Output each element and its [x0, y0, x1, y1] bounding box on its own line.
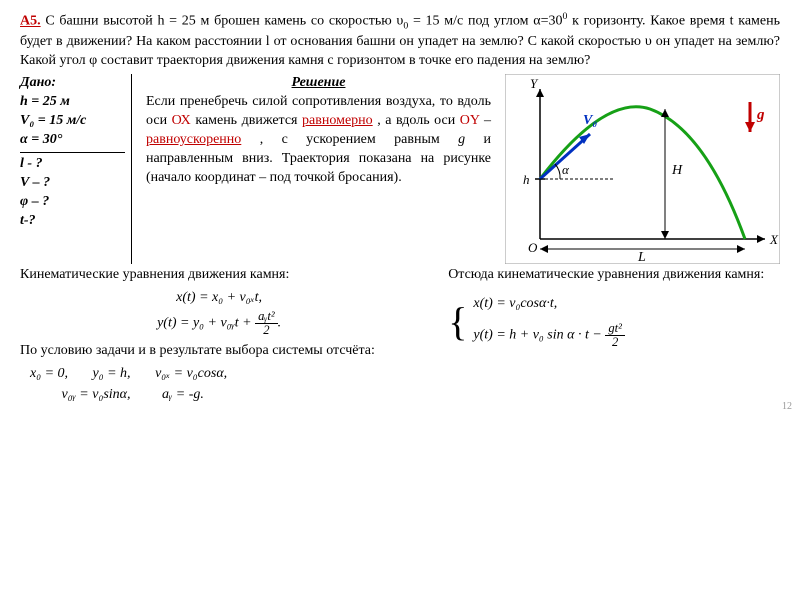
cond-v0y: v₀ᵧ = v₀sinα, — [62, 387, 131, 402]
sol-p1d: – — [484, 113, 491, 128]
eq-y-b: . — [278, 316, 282, 331]
alpha-label: α — [562, 162, 570, 177]
cond-v0x: v₀ₓ = v₀cosα, — [155, 366, 227, 381]
solution-title: Решение — [146, 74, 491, 93]
eq-y-den: 2 — [255, 324, 277, 337]
axis-ox: ОХ — [172, 113, 191, 128]
eq-y-a: y(t) = y₀ + v₀ᵧt + — [157, 316, 255, 331]
diagram-wrap: X Y O h V₀ α — [505, 74, 780, 264]
cap-l-label: L — [637, 250, 646, 264]
sol-p1e: , с ускорением равным — [260, 132, 458, 147]
g-label: g — [756, 107, 765, 123]
sol-g: g — [458, 132, 465, 147]
cond-row1: x₀ = 0, y₀ = h, v₀ₓ = v₀cosα, — [30, 365, 418, 384]
find-t: t-? — [20, 212, 125, 231]
problem-statement: А5. С башни высотой h = 25 м брошен каме… — [20, 10, 780, 70]
problem-text-1: С башни высотой h = 25 м брошен камень с… — [45, 14, 403, 29]
given-v0: V₀ = 15 м/с — [20, 112, 125, 131]
cond-row2: v₀ᵧ = v₀sinα, aᵧ = -g. — [30, 386, 418, 405]
problem-text-2: = 15 м/с под углом α=30 — [408, 14, 562, 29]
v0-label: V₀ — [583, 113, 597, 128]
axis-oy: OY — [460, 113, 480, 128]
page-number: 12 — [782, 400, 792, 414]
conditions-lead: По условию задачи и в результате выбора … — [20, 342, 418, 361]
problem-id: А5. — [20, 14, 41, 29]
cap-h-label: H — [671, 163, 683, 178]
cond-ay: aᵧ = -g. — [162, 387, 204, 402]
find-v: V – ? — [20, 174, 125, 193]
system-equations: { x(t) = v₀cosα·t, y(t) = h + v₀ sin α ·… — [448, 293, 780, 350]
right-eq-y: y(t) = h + v₀ sin α · t − gt² 2 — [473, 322, 625, 348]
right-lead: Отсюда кинематические уравнения движения… — [448, 266, 780, 285]
cond-x0: x₀ = 0, — [30, 366, 68, 381]
x-axis-label: X — [769, 232, 779, 247]
given-box: Дано: h = 25 м V₀ = 15 м/с α = 30° l - ?… — [20, 74, 132, 264]
find-phi: φ – ? — [20, 193, 125, 212]
right-eq-y-num: gt² — [605, 322, 625, 336]
uniform: равномерно — [302, 113, 373, 128]
solution-text: Решение Если пренебречь силой сопротивле… — [142, 74, 495, 264]
brace-icon: { — [448, 302, 467, 342]
sol-p1c: , а вдоль оси — [377, 113, 460, 128]
sol-p1b: камень движется — [195, 113, 302, 128]
given-divider — [20, 152, 125, 153]
h-label: h — [523, 172, 530, 187]
trajectory-diagram: X Y O h V₀ α — [505, 74, 780, 264]
origin-label: O — [528, 240, 538, 255]
accel: равноускоренно — [146, 132, 241, 147]
right-eq-y-den: 2 — [605, 336, 625, 349]
right-eq-y-a: y(t) = h + v₀ sin α · t − — [473, 328, 605, 343]
given-alpha: α = 30° — [20, 131, 125, 150]
eq-y: y(t) = y₀ + v₀ᵧt + aᵧt² 2 . — [20, 310, 418, 336]
given-header: Дано: — [20, 74, 125, 93]
eq-y-num: aᵧt² — [255, 310, 277, 324]
find-l: l - ? — [20, 155, 125, 174]
cond-y0: y₀ = h, — [93, 366, 131, 381]
eq-x: x(t) = x₀ + v₀ₓt, — [20, 289, 418, 308]
kinematic-lead: Кинематические уравнения движения камня: — [20, 266, 418, 285]
given-h: h = 25 м — [20, 93, 125, 112]
right-eq-x: x(t) = v₀cosα·t, — [473, 295, 625, 314]
